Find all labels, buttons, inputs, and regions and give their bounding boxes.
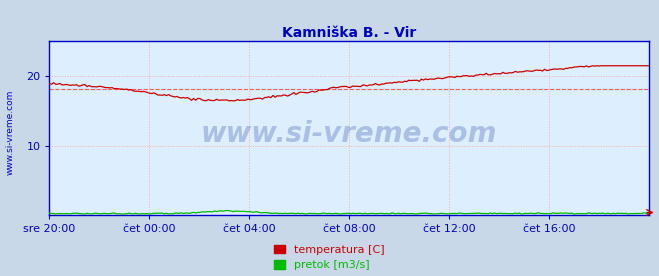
Text: www.si-vreme.com: www.si-vreme.com: [5, 90, 14, 175]
Title: Kamniška B. - Vir: Kamniška B. - Vir: [282, 26, 416, 40]
Text: www.si-vreme.com: www.si-vreme.com: [201, 120, 498, 148]
Legend: temperatura [C], pretok [m3/s]: temperatura [C], pretok [m3/s]: [274, 245, 385, 270]
